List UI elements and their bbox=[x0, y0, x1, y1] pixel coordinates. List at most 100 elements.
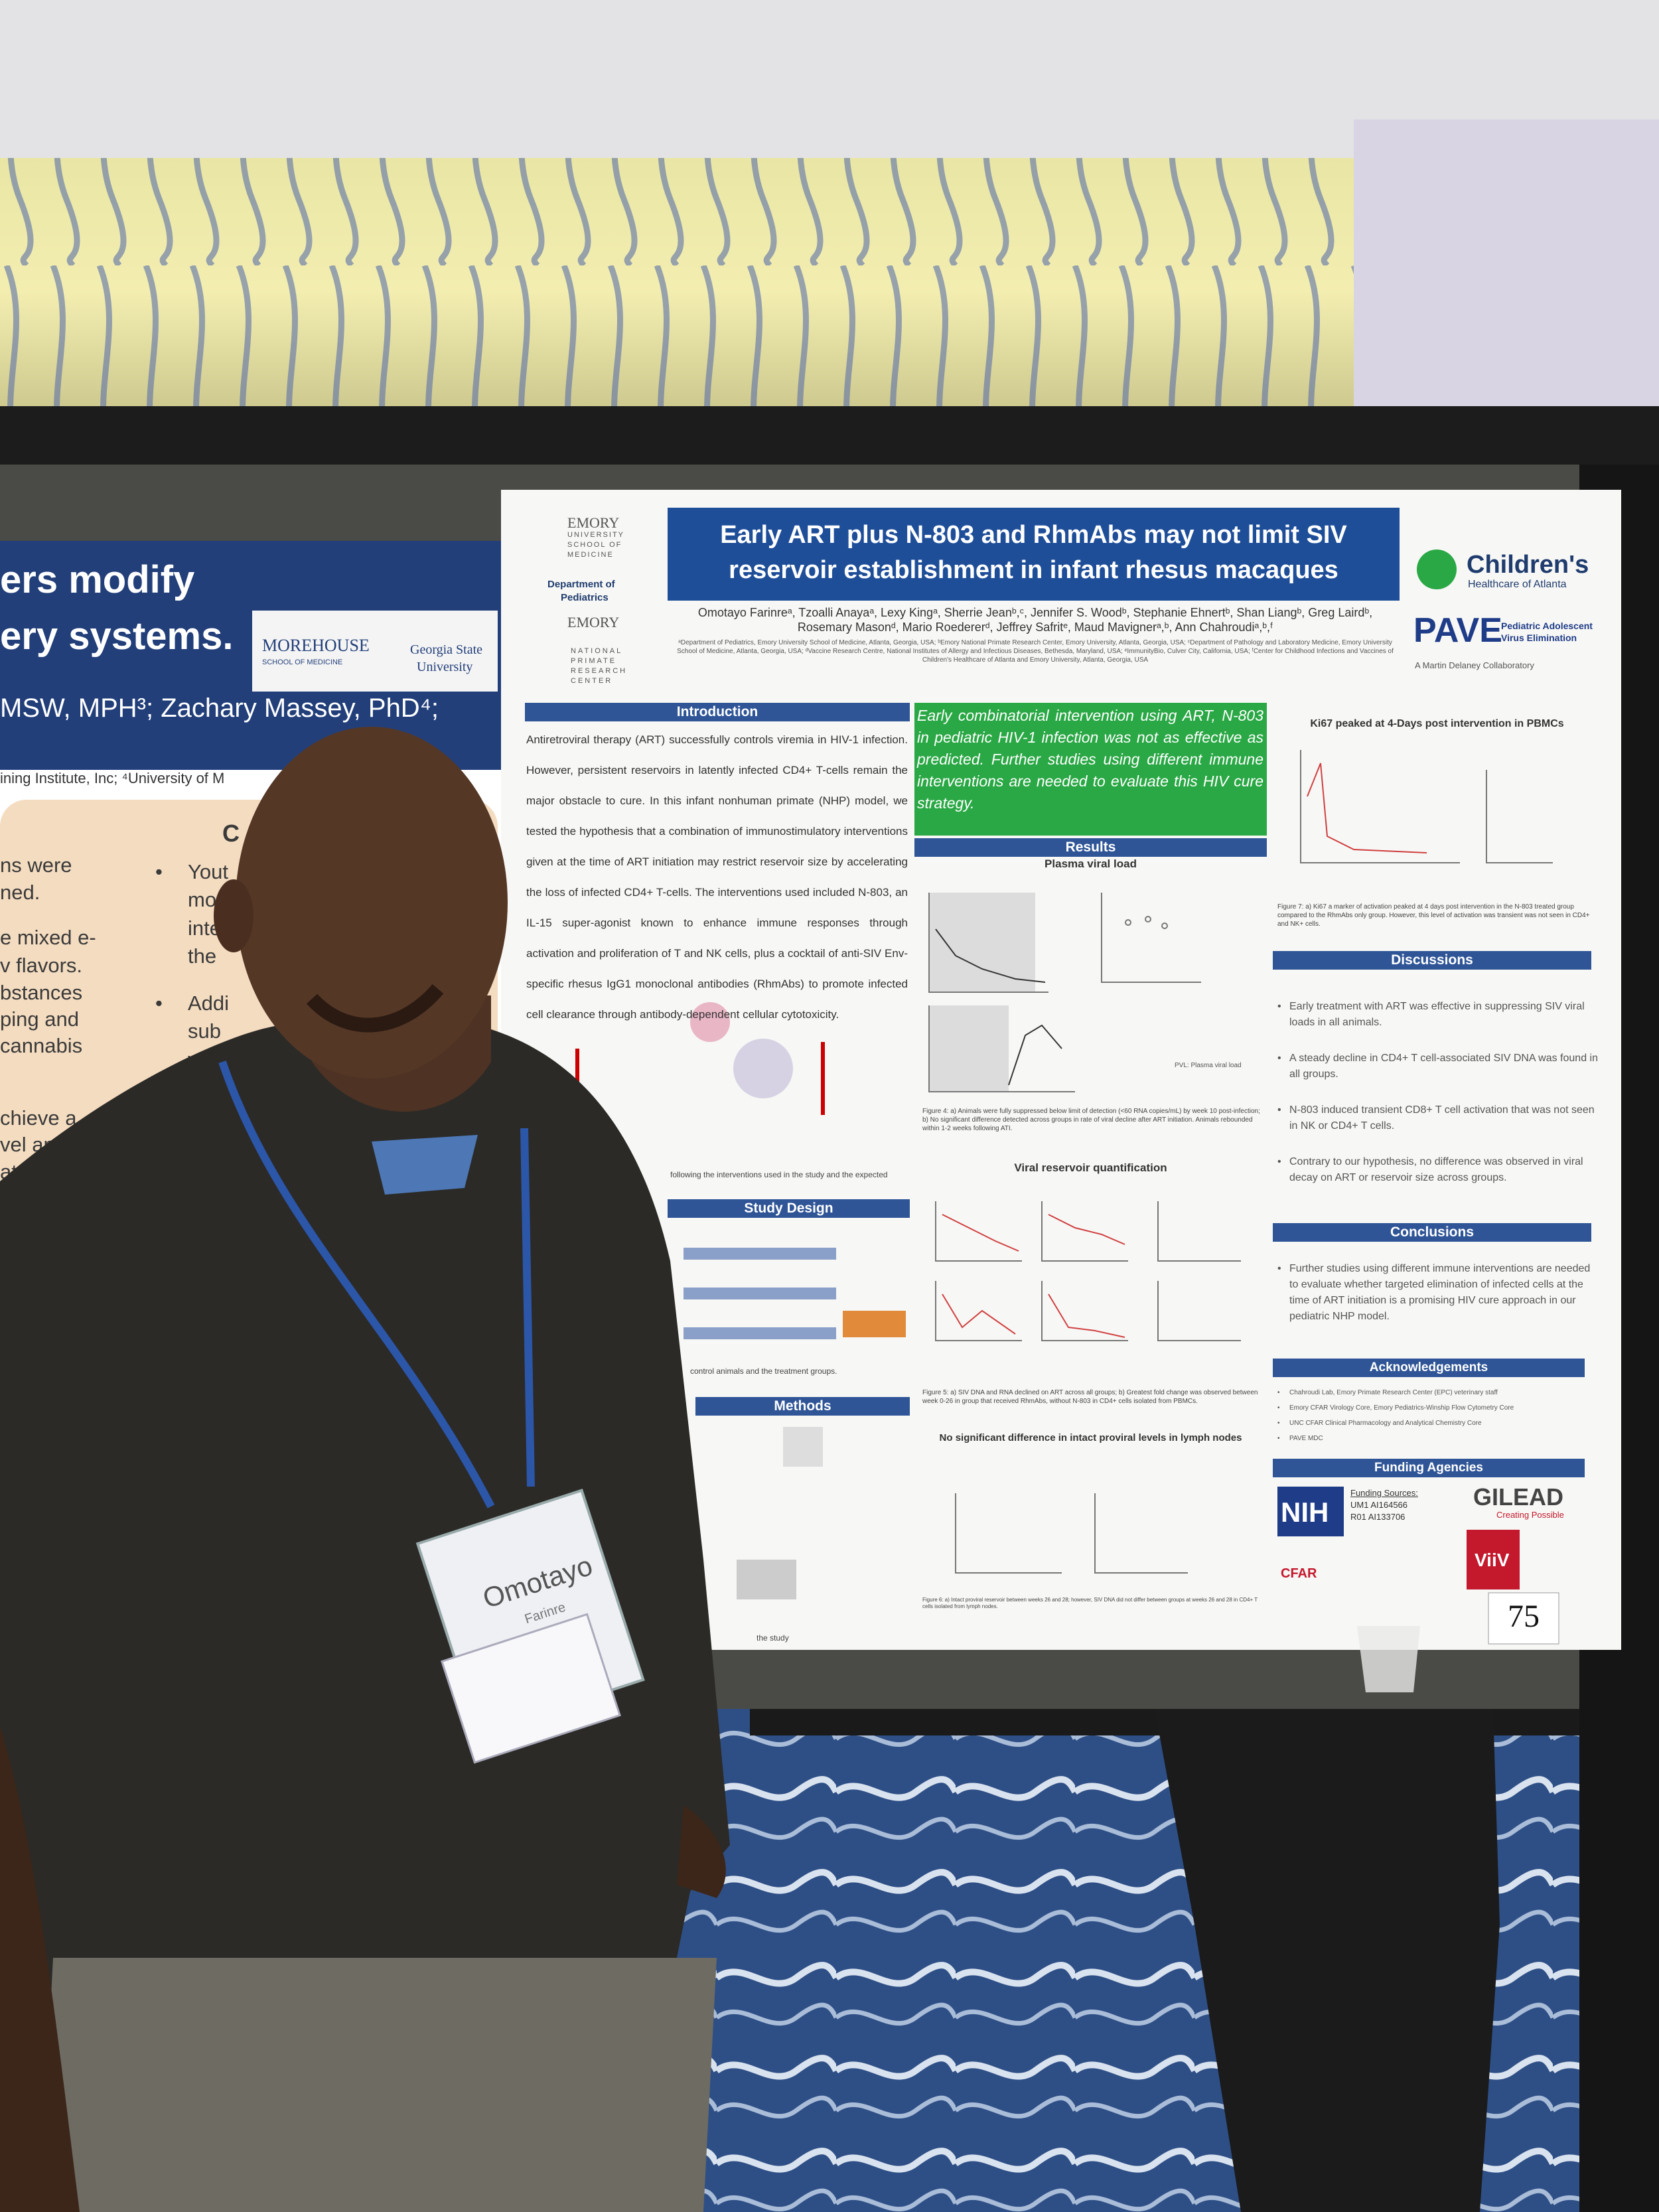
left-box-text: ned. bbox=[0, 881, 40, 904]
logo-text: MEDICINE bbox=[567, 551, 614, 559]
acknowledgement: Emory CFAR Virology Core, Emory Pediatri… bbox=[1277, 1404, 1601, 1412]
logo-text: CFAR bbox=[1281, 1566, 1317, 1581]
poster-title: reservoir establishment in infant rhesus… bbox=[729, 556, 1338, 584]
introduction-text: Antiretroviral therapy (ART) successfull… bbox=[526, 733, 908, 1021]
section-header: Conclusions bbox=[1273, 1223, 1591, 1242]
figure-caption: following the interventions used in the … bbox=[670, 1170, 888, 1179]
acknowledgement: UNC CFAR Clinical Pharmacology and Analy… bbox=[1277, 1419, 1601, 1428]
left-box-text: v flavors. bbox=[0, 954, 83, 977]
cup bbox=[1357, 1626, 1420, 1692]
figure-caption: Figure 7: a) Ki67 a marker of activation… bbox=[1277, 903, 1590, 928]
acknowledgement: PAVE MDC bbox=[1277, 1434, 1601, 1443]
figure-note: PVL: Plasma viral load bbox=[1175, 1062, 1242, 1069]
logo-text: Virus Elimination bbox=[1501, 632, 1577, 643]
acknowledgement: Chahroudi Lab, Emory Primate Research Ce… bbox=[1277, 1388, 1601, 1397]
right-box-text: the bbox=[188, 944, 217, 968]
figure-title: Ki67 peaked at 4-Days post intervention … bbox=[1310, 718, 1564, 729]
logo-text: GILEAD bbox=[1473, 1483, 1564, 1511]
pants bbox=[40, 1958, 717, 2212]
figure-caption: Figure 5: a) SIV DNA and RNA declined on… bbox=[922, 1389, 1258, 1405]
logo-text: EMORY bbox=[567, 514, 620, 531]
poster-affiliations: ᵃDepartment of Pediatrics, Emory Univers… bbox=[677, 639, 1394, 664]
discussion-bullet: N-803 induced transient CD8+ T cell acti… bbox=[1277, 1102, 1601, 1134]
figures bbox=[575, 750, 1553, 1599]
ear bbox=[214, 879, 253, 952]
figure-title: Viral reservoir quantification bbox=[1014, 1161, 1167, 1174]
section-header: Discussions bbox=[1273, 951, 1591, 970]
bullet: • bbox=[155, 992, 163, 1015]
lanyard bbox=[218, 1061, 535, 1509]
left-poster-authors: MSW, MPH³; Zachary Massey, PhD⁴; bbox=[0, 694, 439, 723]
section-header: Study Design bbox=[668, 1199, 910, 1218]
logo-text: Children's bbox=[1467, 551, 1589, 579]
hand bbox=[677, 1805, 726, 1898]
title-banner bbox=[668, 508, 1400, 601]
logo-text: Pediatrics bbox=[561, 592, 609, 603]
grant: Funding Sources: bbox=[1350, 1488, 1418, 1498]
logo-text: CENTER bbox=[571, 677, 613, 685]
figure-caption: control animals and the treatment groups… bbox=[690, 1366, 837, 1376]
right-box-text: Yout bbox=[188, 860, 228, 883]
left-poster-affiliation: ining Institute, Inc; ⁴University of M bbox=[0, 770, 225, 786]
logo-text: Pediatric Adolescent bbox=[1501, 621, 1593, 631]
poster-number: 75 bbox=[1508, 1599, 1540, 1634]
logo-text: NIH bbox=[1281, 1497, 1329, 1528]
grant: UM1 AI164566 bbox=[1350, 1500, 1408, 1510]
section-header: Acknowledgements bbox=[1273, 1359, 1585, 1377]
logo-text: PAVE bbox=[1413, 611, 1502, 650]
logo-text: University bbox=[417, 660, 473, 674]
logo-text: MOREHOUSE bbox=[262, 636, 370, 655]
left-poster-title: ers modify bbox=[0, 558, 195, 601]
left-box-text: bstances bbox=[0, 981, 83, 1004]
number-card bbox=[1488, 1592, 1559, 1645]
grant: R01 AI133706 bbox=[1350, 1512, 1406, 1522]
left-box-text: ns were bbox=[0, 853, 72, 877]
side-wall bbox=[1354, 119, 1659, 425]
logo-text: Healthcare of Atlanta bbox=[1468, 579, 1567, 590]
nih-logo bbox=[1277, 1487, 1344, 1536]
left-poster-title: ery systems. bbox=[0, 615, 234, 658]
left-box-text: cannabis bbox=[0, 1034, 83, 1057]
arm bbox=[0, 1726, 80, 2212]
badge bbox=[415, 1489, 645, 1764]
discussion-bullet: Early treatment with ART was effective i… bbox=[1277, 999, 1601, 1031]
logo-text: RESEARCH bbox=[571, 667, 628, 675]
section-header: Introduction bbox=[525, 703, 910, 721]
section-header: Results bbox=[914, 838, 1267, 857]
right-box-text: mo bbox=[188, 888, 217, 911]
key-finding-box bbox=[914, 703, 1267, 836]
logo-text: EMORY bbox=[567, 614, 620, 630]
figure-caption: Figure 6: a) Intact proviral reservoir b… bbox=[922, 1597, 1258, 1609]
logo-text: NATIONAL bbox=[571, 647, 623, 655]
figure-caption: Figure 4: a) Animals were fully suppress… bbox=[922, 1108, 1260, 1132]
poster-title: Early ART plus N-803 and RhmAbs may not … bbox=[720, 521, 1347, 549]
discussion-bullet: Contrary to our hypothesis, no differenc… bbox=[1277, 1154, 1601, 1186]
section-header: Methods bbox=[695, 1397, 910, 1416]
viiv-logo bbox=[1467, 1530, 1520, 1589]
conclusion-text: Further studies using different immune i… bbox=[1277, 1261, 1601, 1325]
left-box-text: chieve a bbox=[0, 1106, 77, 1130]
logo-text: Department of bbox=[547, 579, 615, 590]
logo-text: SCHOOL OF bbox=[567, 541, 622, 549]
section-header: Funding Agencies bbox=[1273, 1459, 1585, 1477]
left-poster-logo-strip bbox=[252, 611, 498, 692]
logo-text: UNIVERSITY bbox=[567, 531, 625, 539]
poster-authors: Omotayo Farinreᵃ, Tzoalli Anayaᵃ, Lexy K… bbox=[697, 606, 1373, 634]
left-box-text: ping and bbox=[0, 1007, 79, 1031]
bullet: • bbox=[155, 860, 163, 883]
background-person bbox=[1155, 1709, 1500, 2212]
logo-text: Creating Possible bbox=[1496, 1510, 1564, 1520]
figure-title: No significant difference in intact prov… bbox=[939, 1432, 1242, 1443]
logo-text: PRIMATE bbox=[571, 657, 617, 665]
undershirt bbox=[372, 1135, 478, 1195]
logo-text: SCHOOL OF MEDICINE bbox=[262, 658, 343, 666]
figure-caption: the study bbox=[757, 1633, 789, 1643]
right-box-heading: C bbox=[222, 820, 240, 847]
right-box-text: Addi bbox=[188, 992, 230, 1015]
wall-pattern bbox=[0, 158, 1354, 423]
beard bbox=[306, 984, 444, 1033]
logo-text: Georgia State bbox=[410, 642, 483, 657]
